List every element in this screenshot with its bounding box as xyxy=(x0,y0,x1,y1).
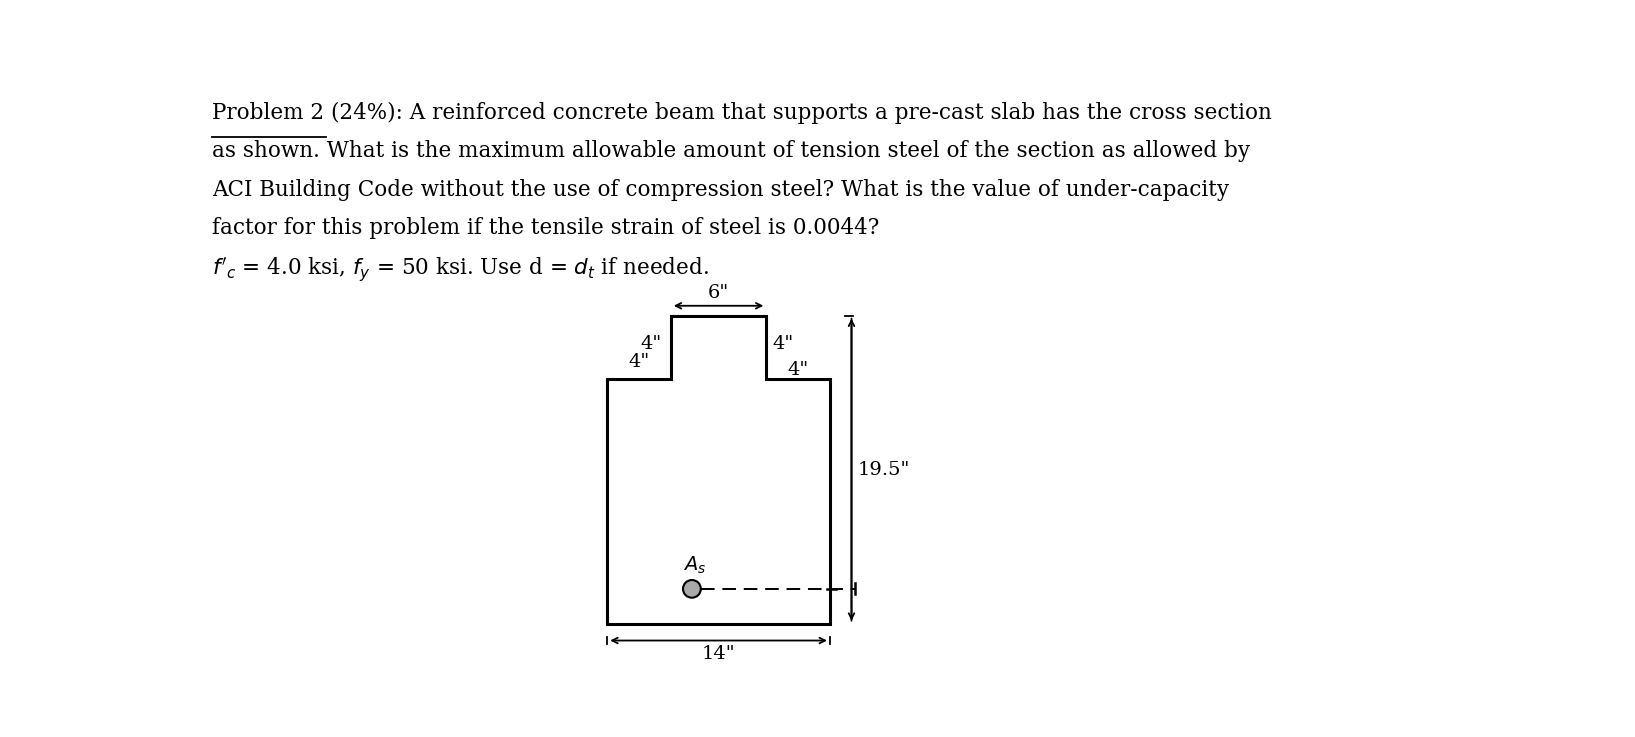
Text: 4": 4" xyxy=(772,335,793,352)
Text: Problem 2 (24%): A reinforced concrete beam that supports a pre-cast slab has th: Problem 2 (24%): A reinforced concrete b… xyxy=(213,102,1272,124)
Text: 4": 4" xyxy=(788,361,809,379)
Text: 4": 4" xyxy=(641,335,662,352)
Text: $f'_c$ = 4.0 ksi, $f_y$ = 50 ksi. Use d = $d_t$ if needed.: $f'_c$ = 4.0 ksi, $f_y$ = 50 ksi. Use d … xyxy=(213,256,710,284)
Text: 4": 4" xyxy=(628,353,649,371)
Circle shape xyxy=(683,580,701,598)
Text: 19.5": 19.5" xyxy=(858,461,911,479)
Text: ACI Building Code without the use of compression steel? What is the value of und: ACI Building Code without the use of com… xyxy=(213,178,1230,200)
Text: factor for this problem if the tensile strain of steel is 0.0044?: factor for this problem if the tensile s… xyxy=(213,217,880,239)
Text: as shown. What is the maximum allowable amount of tension steel of the section a: as shown. What is the maximum allowable … xyxy=(213,140,1251,162)
Text: 14": 14" xyxy=(701,645,736,663)
Text: $A_s$: $A_s$ xyxy=(683,555,706,576)
Text: 6": 6" xyxy=(708,284,729,302)
